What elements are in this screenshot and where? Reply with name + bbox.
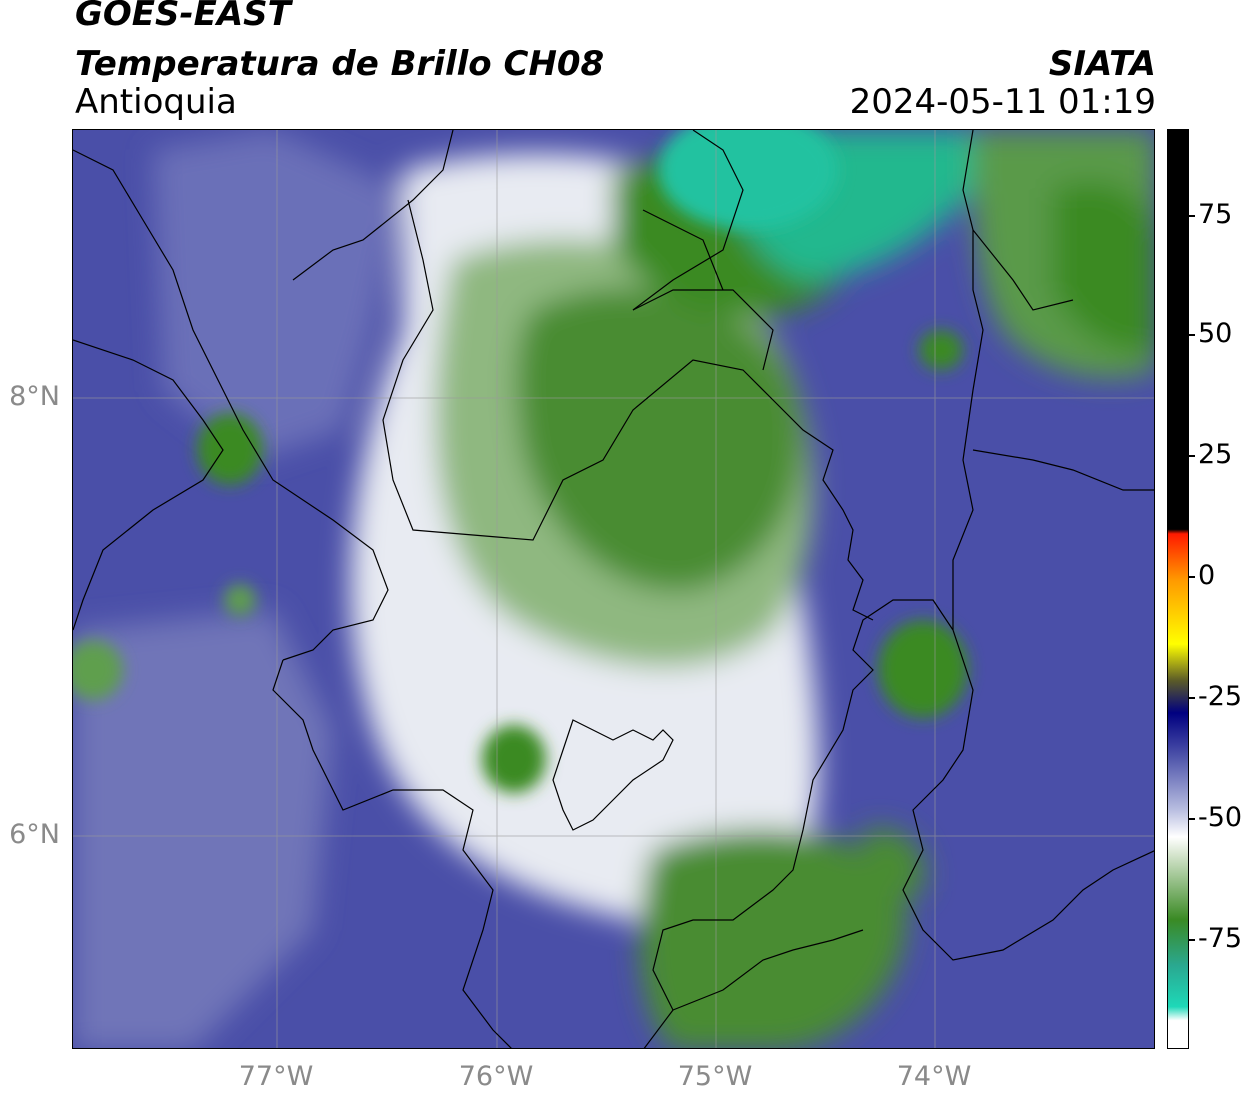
colorbar-label-75: 75 — [1198, 199, 1233, 230]
colorbar-label-minus-75: -75 — [1198, 923, 1243, 954]
lat-label-8n: 8°N — [9, 381, 60, 412]
colorbar-tick-25 — [1189, 455, 1195, 457]
lon-label-76w: 76°W — [458, 1061, 534, 1092]
colorbar-label-50: 50 — [1198, 318, 1233, 349]
lon-label-75w: 75°W — [677, 1061, 753, 1092]
lon-label-74w: 74°W — [896, 1061, 972, 1092]
boundaries — [73, 130, 1154, 1048]
lon-label-77w: 77°W — [238, 1061, 314, 1092]
region-label: Antioquia — [75, 82, 237, 122]
colorbar-tick-75 — [1189, 215, 1195, 217]
colorbar-tick-minus-50 — [1189, 818, 1195, 820]
colorbar-tick-minus-25 — [1189, 697, 1195, 699]
colorbar-tick-minus-75 — [1189, 939, 1195, 941]
lat-label-6n: 6°N — [9, 819, 60, 850]
map-panel[interactable] — [72, 129, 1155, 1049]
satellite-title: GOES-EAST — [75, 0, 291, 34]
colorbar-label-minus-25: -25 — [1198, 681, 1243, 712]
colorbar-tick-50 — [1189, 334, 1195, 336]
colorbar — [1167, 129, 1189, 1049]
colorbar-label-minus-50: -50 — [1198, 802, 1243, 833]
brightness-temperature-map — [73, 130, 1154, 1048]
colorbar-label-0: 0 — [1198, 560, 1216, 591]
datetime-label: 2024-05-11 01:19 — [849, 82, 1156, 122]
colorbar-tick-0 — [1189, 576, 1195, 578]
organization-label: SIATA — [1048, 44, 1156, 84]
colorbar-label-25: 25 — [1198, 439, 1233, 470]
cold-cloud-tops — [73, 130, 968, 793]
graticule — [73, 130, 1154, 1048]
product-title: Temperatura de Brillo CH08 — [75, 44, 605, 84]
